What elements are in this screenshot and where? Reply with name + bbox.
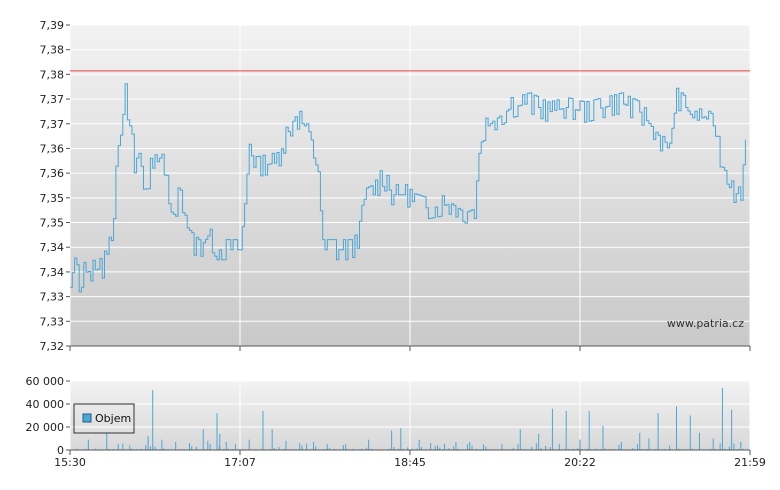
volume-y-tick-label: 60 000 [26,375,65,388]
x-tick-label: 17:07 [224,456,256,469]
watermark: www.patria.cz [667,317,744,330]
price-y-tick-label: 7,37 [40,93,65,106]
price-y-tick-label: 7,35 [40,192,65,205]
price-y-tick-label: 7,33 [40,315,65,328]
price-y-axis: 7,39 7,38 7,38 7,37 7,37 7,36 7,36 7,35 7,35 7,34… [40,19,70,353]
price-y-tick-label: 7,34 [40,241,65,254]
legend-label: Objem [95,412,131,425]
volume-y-tick-label: 20 000 [26,421,65,434]
legend-swatch [82,413,92,423]
volume-y-axis: 60 000 40 000 20 000 0 [26,375,70,457]
price-y-tick-label: 7,35 [40,217,65,230]
price-panel: 7,39 7,38 7,38 7,37 7,37 7,36 7,36 7,35 7,35 7,34… [40,19,751,353]
price-y-tick-label: 7,38 [40,44,65,57]
volume-panel: 60 000 40 000 20 000 0 15:30 17:07 18:45 20:22… [26,375,766,469]
price-y-tick-label: 7,36 [40,167,65,180]
volume-y-tick-label: 40 000 [26,398,65,411]
price-y-tick-label: 7,33 [40,291,65,304]
price-series-line [70,83,746,293]
price-y-tick-label: 7,39 [40,19,65,32]
price-x-axis [69,346,751,351]
volume-x-axis: 15:30 17:07 18:45 20:22 21:59 [54,450,766,469]
x-tick-label: 20:22 [564,456,596,469]
volume-y-tick-label: 0 [57,444,64,457]
volume-legend: Objem [73,403,135,434]
price-y-tick-label: 7,32 [40,340,65,353]
x-tick-label: 18:45 [394,456,426,469]
x-tick-label: 21:59 [734,456,766,469]
price-y-tick-label: 7,36 [40,142,65,155]
x-tick-label: 15:30 [54,456,86,469]
price-y-tick-label: 7,34 [40,266,65,279]
legend-box [73,403,135,434]
price-y-tick-label: 7,37 [40,118,65,131]
price-y-tick-label: 7,38 [40,68,65,81]
